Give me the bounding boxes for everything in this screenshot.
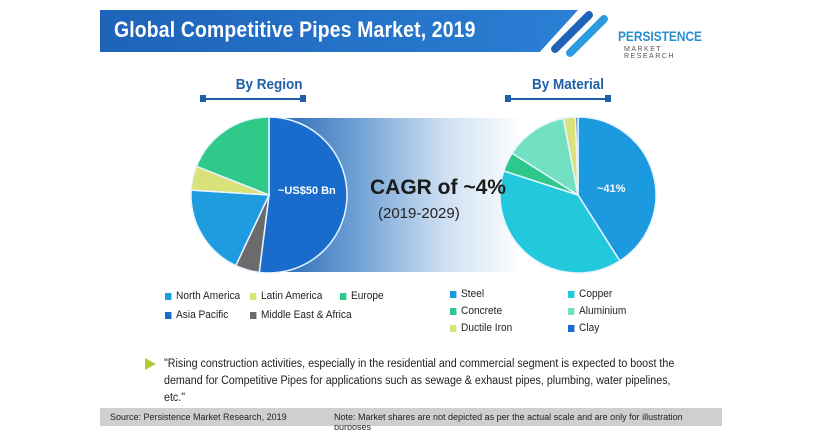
region-pie-chart: ~US$50 Bn [190,116,348,274]
footer: Source: Persistence Market Research, 201… [100,408,722,430]
legend-label: North America [176,290,241,302]
legend-swatch [568,307,575,315]
legend-label: Aluminium [579,305,627,317]
legend-label: Latin America [261,290,323,302]
legend-item: Latin America [250,290,322,302]
note-text: Note: Market shares are not depicted as … [334,412,683,430]
pie-slice-copper [499,169,621,274]
legend-swatch [568,290,575,298]
legend-item: Concrete [450,305,502,317]
cagr-text: CAGR of ~4% [370,176,506,199]
legend-label: Clay [579,322,600,334]
pie-annotation: ~41% [597,183,626,195]
material-chart-title: By Material [532,76,605,93]
pie-slice-north-america [190,189,271,267]
pie-slice-aluminium [511,117,580,197]
legend-swatch [450,290,457,298]
logo-subtext: MARKET RESEARCH [624,46,675,60]
legend-label: Concrete [461,305,503,317]
legend-label: Asia Pacific [176,309,229,321]
legend-label: Middle East & Africa [261,309,352,321]
pie-slice-clay [574,116,579,196]
legend-swatch [250,292,257,300]
legend-item: Asia Pacific [165,309,228,321]
legend-item: Europe [340,290,384,302]
legend-label: Europe [351,290,384,302]
legend-item: Ductile Iron [450,322,512,334]
legend-swatch [165,311,172,319]
pie-annotation: ~US$50 Bn [278,185,336,197]
legend-swatch [165,292,172,300]
legend-label: Steel [461,288,485,300]
legend-item: North America [165,290,240,302]
legend-label: Ductile Iron [461,322,513,334]
legend-item: Copper [568,288,612,300]
legend-swatch [568,324,575,332]
legend-item: Clay [568,322,599,334]
legend-item: Steel [450,288,484,300]
divider [200,95,306,102]
page-title: Global Competitive Pipes Market, 2019 [114,17,476,42]
quote-text: "Rising construction activities, especia… [164,358,675,404]
pie-slice-europe [195,116,270,197]
legend-swatch [450,324,457,332]
legend-item: Middle East & Africa [250,309,352,321]
legend-swatch [250,311,257,319]
material-pie-chart: ~41% [499,116,657,274]
arrow-icon [145,358,156,370]
legend-swatch [450,307,457,315]
logo-text: PERSISTENCE [618,28,702,44]
pie-slice-asia-pacific [258,116,348,274]
region-chart-title: By Region [235,76,303,93]
title-banner [100,10,578,52]
persistence-logo: PERSISTENCE MARKET RESEARCH [618,22,713,62]
source-text: Source: Persistence Market Research, 201… [110,412,287,422]
divider [505,95,611,102]
legend-swatch [340,292,347,300]
cagr-period: (2019-2029) [378,205,460,222]
legend-label: Copper [579,288,613,300]
legend-item: Aluminium [568,305,626,317]
